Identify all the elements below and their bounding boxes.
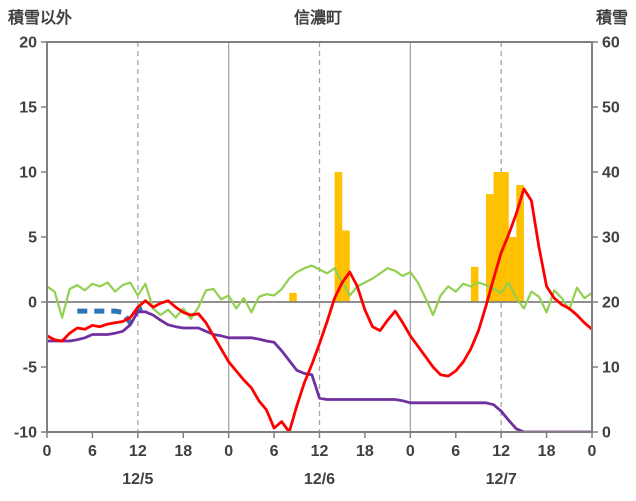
blue-dashed <box>77 304 147 326</box>
chart-header: 積雪以外 信濃町 積雪 <box>0 4 636 28</box>
svg-text:30: 30 <box>602 230 620 247</box>
svg-text:0: 0 <box>588 443 597 460</box>
svg-text:18: 18 <box>538 443 556 460</box>
svg-text:40: 40 <box>602 165 620 182</box>
svg-text:10: 10 <box>602 360 620 377</box>
svg-text:12/7: 12/7 <box>486 471 517 488</box>
svg-text:12/5: 12/5 <box>122 471 153 488</box>
series <box>47 172 592 432</box>
chart-title: 信濃町 <box>293 10 342 27</box>
svg-text:0: 0 <box>224 443 233 460</box>
svg-text:6: 6 <box>270 443 279 460</box>
svg-text:0: 0 <box>43 443 52 460</box>
svg-text:50: 50 <box>602 100 620 117</box>
left-axis-title: 積雪以外 <box>8 10 73 27</box>
svg-text:60: 60 <box>602 35 620 52</box>
svg-text:0: 0 <box>602 425 611 442</box>
svg-text:-10: -10 <box>14 425 37 442</box>
svg-text:18: 18 <box>356 443 374 460</box>
svg-text:12/6: 12/6 <box>304 471 335 488</box>
gridlines <box>137 42 502 432</box>
svg-text:5: 5 <box>28 230 37 247</box>
svg-text:12: 12 <box>492 443 510 460</box>
right-axis-title: 積雪 <box>595 10 628 27</box>
svg-text:12: 12 <box>129 443 147 460</box>
svg-text:6: 6 <box>88 443 97 460</box>
svg-text:20: 20 <box>19 35 37 52</box>
svg-text:12: 12 <box>311 443 329 460</box>
svg-text:20: 20 <box>602 295 620 312</box>
svg-text:0: 0 <box>28 295 37 312</box>
green-line <box>47 264 592 320</box>
precipitation-bars <box>289 172 524 302</box>
svg-text:10: 10 <box>19 165 37 182</box>
snow-depth <box>47 310 592 432</box>
svg-text:15: 15 <box>19 100 37 117</box>
temperature <box>47 187 592 432</box>
svg-text:6: 6 <box>451 443 460 460</box>
svg-text:18: 18 <box>174 443 192 460</box>
svg-text:0: 0 <box>406 443 415 460</box>
svg-text:-5: -5 <box>23 360 37 377</box>
